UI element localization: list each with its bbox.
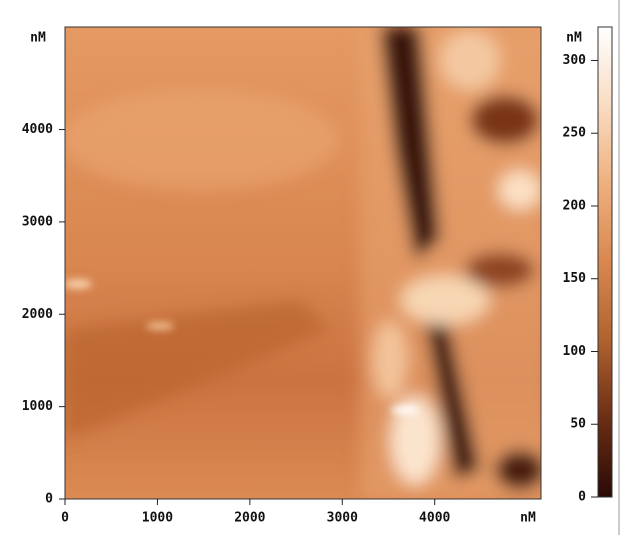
colorbar-tick-label: 150 <box>563 271 587 286</box>
x-tick-label: 4000 <box>419 511 450 526</box>
x-tick-label: 2000 <box>234 511 265 526</box>
colorbar <box>598 27 612 497</box>
colorbar-tick-label: 300 <box>563 53 587 68</box>
colorbar-tick-label: 250 <box>563 126 587 141</box>
y-tick-label: 1000 <box>22 399 53 414</box>
y-tick-label: 0 <box>45 492 53 507</box>
x-axis-label: nM <box>520 511 536 526</box>
y-tick-label: 4000 <box>22 122 53 137</box>
afm-view: nM nM nM 0100020003000400001000200030004… <box>0 0 622 535</box>
colorbar-label: nM <box>566 31 582 46</box>
y-axis-label: nM <box>30 31 46 46</box>
colorbar-tick-label: 50 <box>570 417 586 432</box>
afm-image <box>60 27 550 499</box>
colorbar-tick-label: 0 <box>578 490 586 505</box>
colorbar-tick-label: 200 <box>563 198 587 213</box>
x-tick-label: 3000 <box>327 511 358 526</box>
y-tick-label: 3000 <box>22 214 53 229</box>
y-tick-label: 2000 <box>22 307 53 322</box>
colorbar-tick-label: 100 <box>563 344 587 359</box>
x-tick-label: 1000 <box>142 511 173 526</box>
x-tick-label: 0 <box>61 511 69 526</box>
